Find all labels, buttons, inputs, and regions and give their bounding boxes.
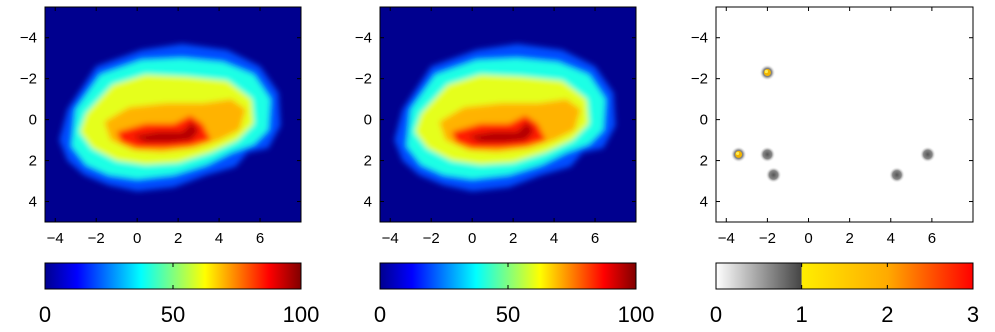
x-tick-label: 2	[174, 230, 182, 247]
x-tick-label: 0	[133, 230, 141, 247]
colorbar: 0 50 100	[39, 262, 320, 327]
x-tick-label: −2	[759, 230, 776, 247]
x-tick-label: 0	[804, 230, 812, 247]
colorbar-tick-label: 0	[374, 302, 386, 327]
colorbar-hot-segment	[801, 263, 973, 289]
colorbar-frame	[715, 262, 974, 290]
colorbar-tick-label: 100	[283, 302, 320, 327]
intensity-region	[468, 121, 534, 143]
y-tick-label: −2	[691, 71, 708, 88]
y-tick-label: 2	[29, 153, 37, 170]
y-tick-label: −4	[691, 30, 708, 47]
y-tick-label: −2	[355, 71, 372, 88]
plot-frame	[379, 6, 637, 223]
heatmap-panel-3: −4 −2 0 2 4 6 −4 −2 0 2 4 0 1 2 3	[691, 6, 979, 327]
colorbar-tick-label: 1	[796, 302, 808, 327]
x-tick-label: 4	[550, 230, 558, 247]
peak-marker	[919, 146, 936, 163]
colorbar-tick-label: 2	[881, 302, 893, 327]
plot-background	[716, 7, 973, 222]
x-tick-label: 4	[215, 230, 223, 247]
x-tick-label: 0	[468, 230, 476, 247]
x-axis: −4 −2 0 2 4 6	[382, 7, 599, 247]
y-tick-label: 2	[700, 153, 708, 170]
x-tick-label: −4	[382, 230, 399, 247]
heatmap-plot-area	[44, 6, 302, 223]
x-tick-label: −4	[47, 230, 64, 247]
x-tick-label: 2	[509, 230, 517, 247]
x-tick-label: −2	[88, 230, 105, 247]
y-tick-label: 0	[364, 112, 372, 129]
y-tick-label: 2	[364, 153, 372, 170]
x-tick-label: −4	[718, 230, 735, 247]
peak-hotspot-core	[736, 151, 740, 156]
peak-marker	[888, 166, 905, 183]
colorbar-tick-label: 0	[710, 302, 722, 327]
y-tick-label: 4	[29, 194, 37, 211]
x-tick-label: −2	[423, 230, 440, 247]
heatmap-panel-2: −4 −2 0 2 4 6 −4 −2 0 2 4 0 50 100	[355, 6, 655, 327]
x-axis: −4 −2 0 2 4 6	[718, 7, 936, 247]
colorbar: 0 1 2 3	[710, 262, 979, 327]
x-tick-label: 6	[591, 230, 599, 247]
plot-frame	[44, 6, 302, 223]
heatmap-panel-1: −4 −2 0 2 4 6 −4 −2 0 2 4 0 50 100	[20, 6, 320, 327]
colorbar-tick-label: 100	[618, 302, 655, 327]
x-tick-label: 6	[928, 230, 936, 247]
x-axis: −4 −2 0 2 4 6	[47, 7, 264, 247]
y-tick-label: 0	[29, 112, 37, 129]
peak-marker	[765, 166, 782, 183]
y-tick-label: 4	[364, 194, 372, 211]
x-tick-label: 2	[845, 230, 853, 247]
y-tick-label: 0	[700, 112, 708, 129]
colorbar-gray-segment	[716, 263, 802, 289]
x-tick-label: 4	[887, 230, 895, 247]
heatmap-plot-area	[379, 6, 637, 223]
colorbar-tick-label: 0	[39, 302, 51, 327]
y-tick-label: −4	[355, 30, 372, 47]
colorbar-gradient	[45, 263, 301, 289]
x-tick-label: 6	[256, 230, 264, 247]
colorbar: 0 50 100	[374, 262, 655, 327]
colorbar-tick-label: 50	[161, 302, 185, 327]
colorbar-gradient	[380, 263, 636, 289]
y-tick-label: −2	[20, 71, 37, 88]
y-tick-label: −4	[20, 30, 37, 47]
intensity-region	[133, 121, 199, 143]
y-axis: −4 −2 0 2 4	[691, 30, 973, 211]
y-axis: −4 −2 0 2 4	[20, 30, 301, 211]
plot-frame	[715, 6, 974, 223]
peak-marker	[759, 146, 776, 163]
colorbar-tick-label: 50	[496, 302, 520, 327]
y-axis: −4 −2 0 2 4	[355, 30, 636, 211]
heatmap-plot-area	[715, 6, 974, 223]
peak-hotspot-core	[764, 69, 769, 74]
colorbar-tick-label: 3	[967, 302, 979, 327]
y-tick-label: 4	[700, 194, 708, 211]
